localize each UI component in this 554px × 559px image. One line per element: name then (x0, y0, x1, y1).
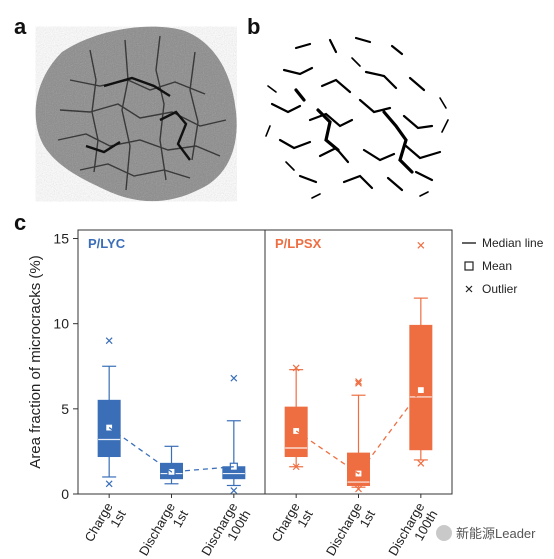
legend-mean-swatch (464, 261, 474, 271)
x-tick-label: Discharge1st (323, 500, 378, 559)
legend-outlier-label: Outlier (482, 282, 517, 296)
y-axis-label: Area fraction of microcracks (%) (27, 255, 44, 468)
x-tick-label: Discharge100th (198, 500, 253, 559)
watermark-text: 新能源Leader (456, 526, 536, 541)
outlier-marker (230, 374, 238, 382)
x-tick-label: Charge1st (268, 500, 315, 552)
outlier-marker (105, 480, 113, 488)
mean-trend-line (108, 427, 234, 473)
series-label: P/LYC (88, 236, 126, 251)
legend-mean-label: Mean (482, 259, 512, 273)
outlier-marker (417, 241, 425, 249)
mean-trend-line (295, 389, 422, 475)
outlier-marker (292, 364, 300, 372)
y-tick-label: 5 (61, 401, 69, 417)
outlier-marker (230, 487, 238, 495)
outlier-marker (355, 485, 362, 493)
x-tick-label: Discharge100th (385, 500, 440, 559)
wechat-logo-icon (436, 524, 452, 541)
y-tick-label: 10 (53, 316, 69, 332)
legend-outlier-swatch (465, 285, 473, 293)
mean-marker (416, 386, 425, 395)
binary-crack-map (265, 36, 449, 199)
outlier-marker (355, 378, 362, 386)
outlier-marker (105, 337, 113, 345)
outlier-marker (355, 379, 362, 387)
x-tick-label-line1: Discharge (136, 500, 178, 558)
legend-median-label: Median line (482, 236, 544, 250)
x-tick-label: Charge1st (81, 500, 128, 552)
outlier-marker (292, 463, 300, 471)
box-iqr (347, 452, 370, 486)
grayscale-crack-micrograph (35, 26, 237, 202)
y-tick-label: 0 (61, 486, 69, 502)
chart-axes: 0 5 10 15 Area fraction of microcracks (%) (27, 229, 453, 502)
panel-label-a: a (14, 14, 27, 39)
series-label: P/LPSX (275, 236, 322, 251)
y-tick-label: 15 (53, 231, 69, 247)
x-tick-label-line1: Discharge (323, 500, 365, 558)
chart-legend: Median line Mean Outlier (462, 236, 544, 296)
x-tick-label: Discharge1st (136, 500, 191, 559)
watermark: 新能源Leader (436, 523, 535, 542)
outlier-marker (417, 459, 425, 467)
panel-label-c: c (14, 210, 27, 235)
panel-label-b: b (247, 14, 261, 39)
